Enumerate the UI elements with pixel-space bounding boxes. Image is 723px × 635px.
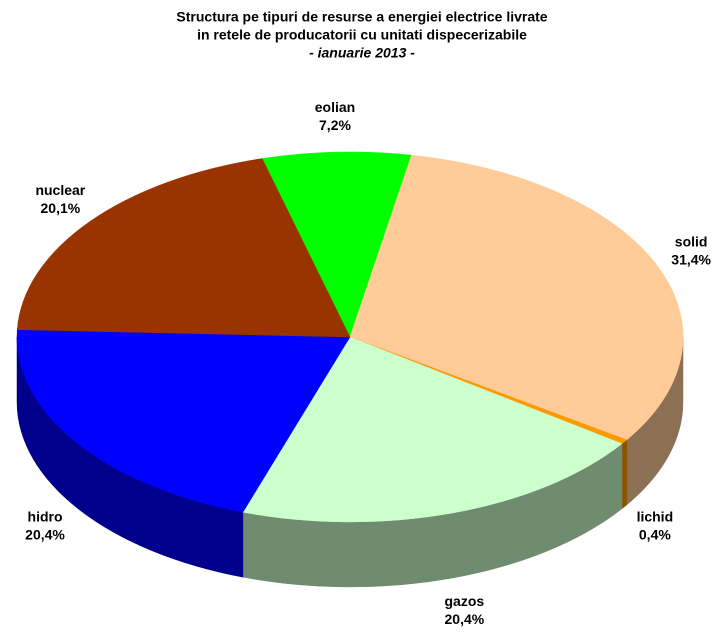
- chart-title: Structura pe tipuri de resurse a energie…: [176, 9, 547, 25]
- slice-value-label: 20,1%: [41, 200, 81, 216]
- chart-subtitle: - ianuarie 2013 -: [309, 45, 415, 61]
- slice-value-label: 7,2%: [319, 117, 351, 133]
- slice: [349, 154, 684, 441]
- slice: [261, 151, 412, 338]
- slice-label: solid: [675, 234, 708, 250]
- slice-value-label: 20,4%: [25, 526, 65, 542]
- slice-side: [621, 439, 627, 510]
- slice: [242, 336, 623, 523]
- slice-label: lichid: [637, 508, 674, 524]
- slice-value-label: 20,4%: [445, 611, 485, 627]
- slice: [16, 329, 351, 513]
- slice-label: hidro: [28, 508, 63, 524]
- slice-label: eolian: [315, 99, 355, 115]
- chart-title: in retele de producatorii cu unitati dis…: [197, 27, 527, 43]
- slice: [16, 158, 351, 338]
- slice-value-label: 31,4%: [671, 252, 711, 268]
- slice-label: nuclear: [35, 182, 85, 198]
- slice-value-label: 0,4%: [639, 526, 671, 542]
- slice-label: gazos: [445, 593, 485, 609]
